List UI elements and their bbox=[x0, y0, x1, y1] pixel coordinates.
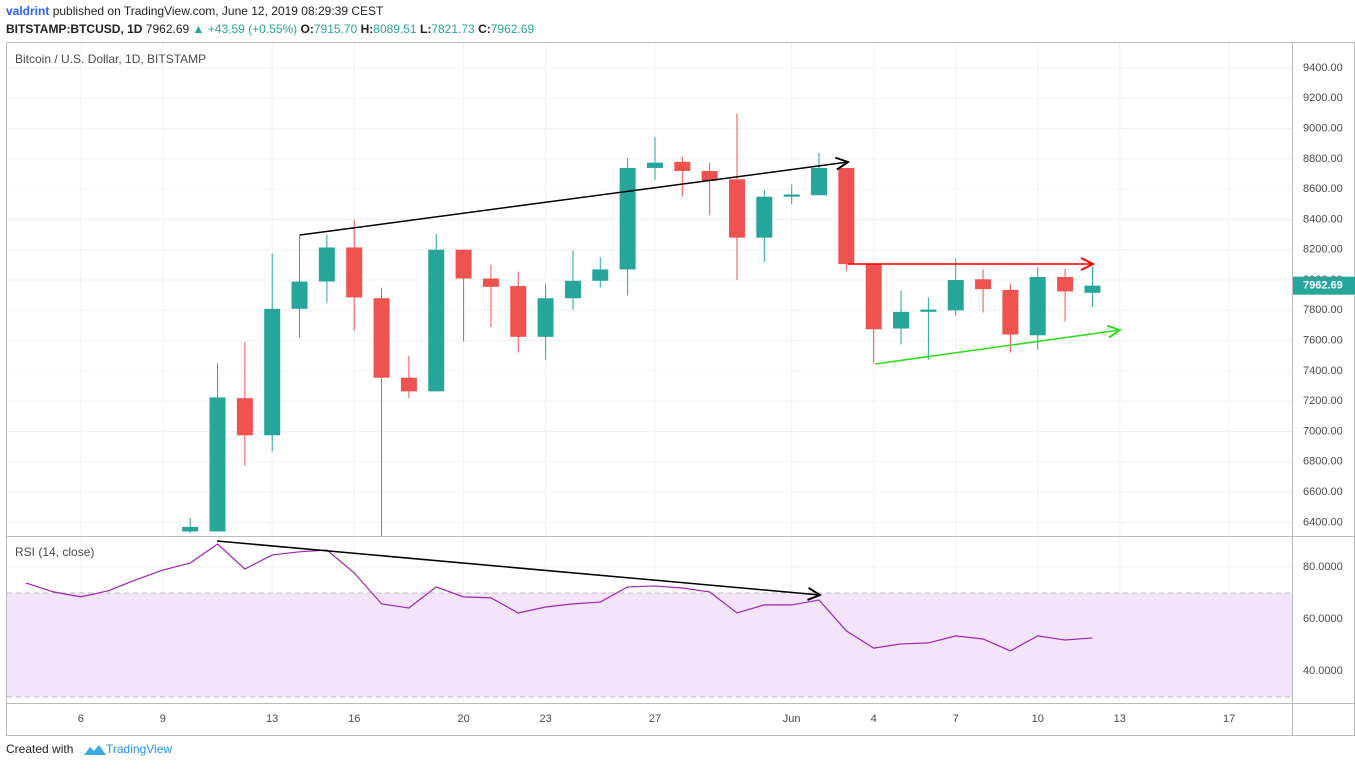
candle-body bbox=[947, 280, 964, 311]
x-tick-label: Jun bbox=[783, 713, 801, 725]
candle-body bbox=[318, 247, 335, 282]
quote-line: BITSTAMP:BTCUSD, 1D 7962.69 ▲ +43.59 (+0… bbox=[6, 22, 534, 36]
y-tick-label: 8600.00 bbox=[1303, 183, 1343, 195]
last-price: 7962.69 bbox=[146, 22, 190, 36]
candle-body bbox=[893, 311, 910, 329]
candles bbox=[182, 113, 1101, 536]
symbol: BITSTAMP:BTCUSD, 1D bbox=[6, 22, 143, 36]
x-tick-label: 6 bbox=[78, 713, 84, 725]
ohlc-key: L: bbox=[420, 22, 431, 36]
candle-body bbox=[756, 196, 773, 238]
up-icon: ▲ bbox=[193, 22, 205, 36]
candle-body bbox=[182, 526, 199, 532]
y-tick-label: 7000.00 bbox=[1303, 425, 1343, 437]
y-tick-label: 7200.00 bbox=[1303, 395, 1343, 407]
ohlc-value: 7821.73 bbox=[431, 22, 475, 36]
y-tick-label: 60.0000 bbox=[1303, 613, 1343, 625]
y-tick-label: 80.0000 bbox=[1303, 561, 1343, 573]
candle-body bbox=[838, 167, 855, 265]
candle-body bbox=[346, 247, 363, 298]
candle-body bbox=[674, 161, 691, 171]
y-tick-label: 8400.00 bbox=[1303, 213, 1343, 225]
x-tick-label: 10 bbox=[1032, 713, 1044, 725]
candle-body bbox=[400, 377, 417, 392]
candle-body bbox=[920, 309, 937, 312]
candle-body bbox=[592, 269, 609, 281]
x-tick-label: 17 bbox=[1223, 713, 1235, 725]
candle-body bbox=[510, 286, 527, 337]
x-tick-label: 20 bbox=[457, 713, 469, 725]
last-price-label: 7962.69 bbox=[1303, 280, 1343, 292]
rsi-line bbox=[25, 543, 1093, 652]
candle-body bbox=[701, 170, 718, 181]
y-tick-label: 8200.00 bbox=[1303, 244, 1343, 256]
candle-body bbox=[1029, 277, 1046, 336]
trend-line bbox=[216, 540, 820, 595]
candle-body bbox=[428, 249, 445, 392]
axes: 6 9 13 16 20 23 27 Jun 4 7 10 13 17 6400.00 6600.00 680… bbox=[78, 62, 1355, 725]
candle-body bbox=[728, 179, 745, 238]
candle-body bbox=[264, 308, 281, 436]
candle-body bbox=[1084, 285, 1101, 293]
y-tick-label: 6600.00 bbox=[1303, 486, 1343, 498]
rsi-pane bbox=[7, 543, 1292, 698]
x-tick-label: 13 bbox=[266, 713, 278, 725]
x-tick-label: 13 bbox=[1114, 713, 1126, 725]
candle-body bbox=[646, 162, 663, 168]
x-tick-label: 27 bbox=[649, 713, 661, 725]
ohlc-key: C: bbox=[478, 22, 491, 36]
footer-text: Created with bbox=[6, 742, 73, 756]
x-tick-label: 4 bbox=[871, 713, 877, 725]
candle-body bbox=[236, 398, 253, 436]
ohlc-key: O: bbox=[301, 22, 314, 36]
candle-body bbox=[865, 264, 882, 330]
x-tick-label: 16 bbox=[348, 713, 360, 725]
x-tick-label: 9 bbox=[160, 713, 166, 725]
candle-body bbox=[619, 167, 636, 270]
author: valdrint bbox=[6, 4, 49, 18]
footer-brand[interactable]: TradingView bbox=[106, 742, 172, 756]
y-tick-label: 7400.00 bbox=[1303, 365, 1343, 377]
y-tick-label: 6800.00 bbox=[1303, 456, 1343, 468]
trend-line bbox=[874, 330, 1120, 365]
candle-body bbox=[811, 167, 828, 196]
ohlc-value: 8089.51 bbox=[373, 22, 417, 36]
logo bbox=[84, 745, 106, 755]
ohlc-key: H: bbox=[361, 22, 374, 36]
x-tick-label: 7 bbox=[953, 713, 959, 725]
y-tick-label: 6400.00 bbox=[1303, 516, 1343, 528]
candle-body bbox=[291, 281, 308, 309]
candle-body bbox=[537, 298, 554, 337]
candle-body bbox=[783, 194, 800, 197]
candle-body bbox=[564, 280, 581, 299]
y-tick-label: 9000.00 bbox=[1303, 122, 1343, 134]
rsi-title: RSI (14, close) bbox=[15, 545, 94, 559]
y-tick-label: 7600.00 bbox=[1303, 335, 1343, 347]
header-line: valdrint published on TradingView.com, J… bbox=[6, 4, 384, 18]
candle-body bbox=[482, 278, 499, 287]
y-tick-label: 8800.00 bbox=[1303, 153, 1343, 165]
candle-body bbox=[1057, 277, 1074, 292]
y-tick-label: 7800.00 bbox=[1303, 304, 1343, 316]
change: +43.59 (+0.55%) bbox=[208, 22, 297, 36]
candle-body bbox=[975, 279, 992, 290]
candle-body bbox=[373, 298, 390, 378]
candle-body bbox=[209, 397, 226, 532]
y-tick-label: 9200.00 bbox=[1303, 92, 1343, 104]
chart-title: Bitcoin / U.S. Dollar, 1D, BITSTAMP bbox=[15, 52, 206, 66]
trend-line bbox=[299, 162, 848, 236]
rsi-band bbox=[7, 592, 1292, 698]
candle-body bbox=[455, 249, 472, 279]
ohlc-value: 7962.69 bbox=[491, 22, 535, 36]
published: published on TradingView.com, June 12, 2… bbox=[53, 4, 384, 18]
last-price-tag bbox=[1293, 276, 1355, 295]
ohlc-value: 7915.70 bbox=[314, 22, 358, 36]
x-tick-label: 23 bbox=[539, 713, 551, 725]
candle-body bbox=[1002, 289, 1019, 335]
y-tick-label: 9400.00 bbox=[1303, 62, 1343, 74]
y-tick-label: 40.0000 bbox=[1303, 665, 1343, 677]
